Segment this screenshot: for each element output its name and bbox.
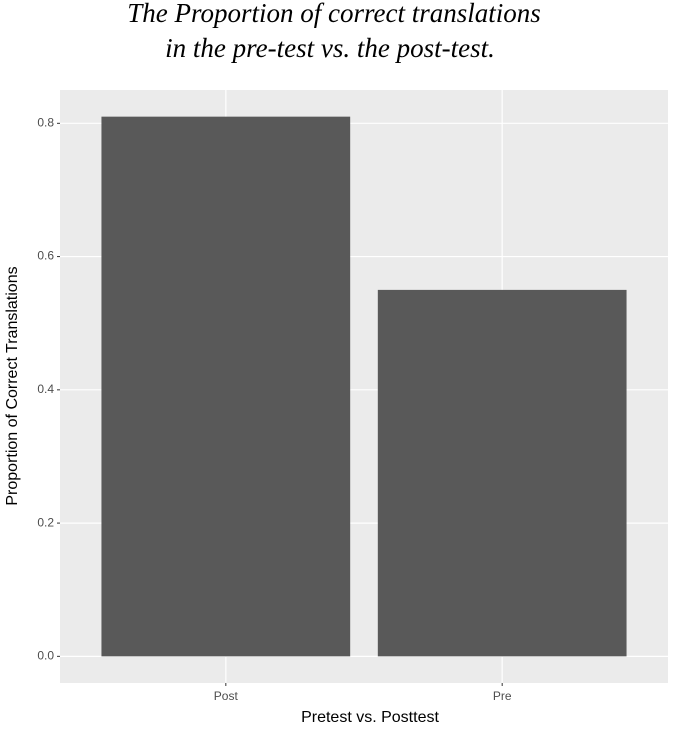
y-tick-label: 0.0 (37, 649, 54, 663)
x-axis-title: Pretest vs. Posttest (301, 709, 439, 726)
chart-title: The Proportion of correct translations (127, 0, 541, 28)
y-tick-label: 0.2 (37, 515, 54, 529)
chart-title: in the pre-test vs. the post-test. (165, 33, 495, 63)
x-tick-label: Post (214, 689, 239, 703)
x-tick-label: Pre (493, 689, 512, 703)
y-tick-label: 0.4 (37, 382, 54, 396)
bar (101, 116, 351, 657)
y-tick-label: 0.8 (37, 115, 54, 129)
y-axis-title: Proportion of Correct Translations (4, 266, 21, 505)
bar (377, 289, 627, 657)
y-tick-label: 0.6 (37, 249, 54, 263)
